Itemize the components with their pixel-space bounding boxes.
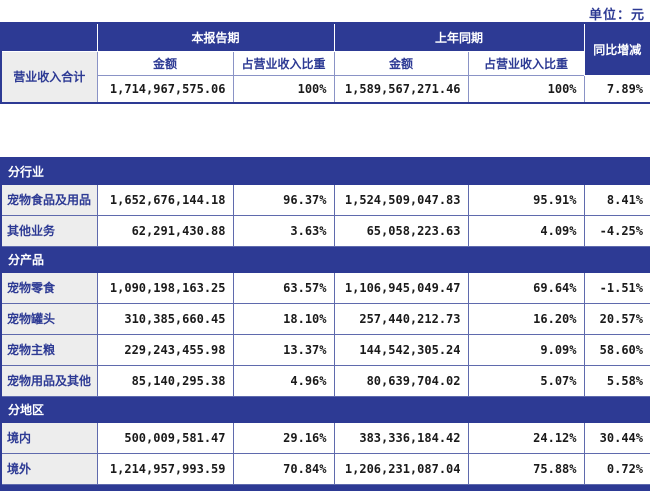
row-label: 境外 (0, 452, 98, 485)
share-current: 63.57% (232, 271, 335, 304)
share-prior: 9.09% (467, 333, 585, 366)
row-label: 宠物用品及其他 (0, 364, 98, 397)
yoy-value: 58.60% (583, 333, 650, 366)
total-revenue-label: 营业收入合计 (0, 50, 98, 104)
table-row: 宠物用品及其他 85,140,295.38 4.96% 80,639,704.0… (0, 364, 650, 397)
amount-current: 310,385,660.45 (96, 302, 234, 335)
amount-prior: 383,336,184.42 (333, 421, 469, 454)
table-row: 宠物零食 1,090,198,163.25 63.57% 1,106,945,0… (0, 271, 650, 304)
amount-current: 229,243,455.98 (96, 333, 234, 366)
section-title: 分地区 (0, 395, 650, 423)
table-row: 宠物食品及用品 1,652,676,144.18 96.37% 1,524,50… (0, 183, 650, 216)
total-share-current: 100% (232, 74, 335, 104)
section-band (0, 483, 650, 491)
share-current: 3.63% (232, 214, 335, 247)
amount-prior: 1,106,945,049.47 (333, 271, 469, 304)
share-current: 13.37% (232, 333, 335, 366)
amount-prior: 257,440,212.73 (333, 302, 469, 335)
amount-prior: 1,524,509,047.83 (333, 183, 469, 216)
table-header-row: 本报告期 上年同期 同比增减 (0, 22, 650, 76)
yoy-value: 8.41% (583, 183, 650, 216)
amount-current: 62,291,430.88 (96, 214, 234, 247)
amount-prior: 80,639,704.02 (333, 364, 469, 397)
amount-current: 85,140,295.38 (96, 364, 234, 397)
row-label: 宠物零食 (0, 271, 98, 304)
share-current: 29.16% (232, 421, 335, 454)
yoy-value: 20.57% (583, 302, 650, 335)
section-title: 分产品 (0, 245, 650, 273)
clipped-bottom-section-band (0, 483, 650, 491)
total-yoy-value: 7.89% (583, 74, 650, 104)
section-header-by-product: 分产品 (0, 245, 650, 273)
yoy-value: 30.44% (583, 421, 650, 454)
header-share-current: 占营业收入比重 (232, 50, 335, 76)
share-current: 70.84% (232, 452, 335, 485)
yoy-value: 0.72% (583, 452, 650, 485)
share-current: 4.96% (232, 364, 335, 397)
yoy-value: 5.58% (583, 364, 650, 397)
row-label: 宠物罐头 (0, 302, 98, 335)
header-yoy-change: 同比增减 (583, 22, 650, 76)
total-amount-prior: 1,589,567,271.46 (333, 74, 469, 104)
row-label: 境内 (0, 421, 98, 454)
amount-prior: 1,206,231,087.04 (333, 452, 469, 485)
header-current-period: 本报告期 (96, 22, 335, 52)
share-prior: 4.09% (467, 214, 585, 247)
total-share-prior: 100% (467, 74, 585, 104)
share-prior: 16.20% (467, 302, 585, 335)
unit-row: 单位：元 (0, 0, 650, 23)
amount-current: 1,090,198,163.25 (96, 271, 234, 304)
share-prior: 5.07% (467, 364, 585, 397)
table-row: 境外 1,214,957,993.59 70.84% 1,206,231,087… (0, 452, 650, 485)
share-current: 18.10% (232, 302, 335, 335)
revenue-breakdown-table: 分行业 宠物食品及用品 1,652,676,144.18 96.37% 1,52… (0, 157, 650, 491)
amount-current: 500,009,581.47 (96, 421, 234, 454)
share-prior: 75.88% (467, 452, 585, 485)
header-prior-period: 上年同期 (333, 22, 585, 52)
amount-prior: 144,542,305.24 (333, 333, 469, 366)
header-share-prior: 占营业收入比重 (467, 50, 585, 76)
total-revenue-row: 1,714,967,575.06 100% 1,589,567,271.46 1… (1, 74, 650, 104)
header-amount-prior: 金额 (333, 50, 469, 76)
table-row: 宠物主粮 229,243,455.98 13.37% 144,542,305.2… (0, 333, 650, 366)
section-header-by-industry: 分行业 (0, 157, 650, 185)
row-label: 宠物主粮 (0, 333, 98, 366)
share-prior: 69.64% (467, 271, 585, 304)
amount-current: 1,652,676,144.18 (96, 183, 234, 216)
section-title: 分行业 (0, 157, 650, 185)
total-amount-current: 1,714,967,575.06 (96, 74, 234, 104)
row-label: 宠物食品及用品 (0, 183, 98, 216)
amount-prior: 65,058,223.63 (333, 214, 469, 247)
table-row: 其他业务 62,291,430.88 3.63% 65,058,223.63 4… (0, 214, 650, 247)
yoy-value: -1.51% (583, 271, 650, 304)
revenue-summary-table: 本报告期 上年同期 同比增减 营业收入合计 金额 占营业收入比重 金额 占营业收… (0, 22, 650, 104)
unit-label: 单位：元 (588, 8, 645, 23)
section-header-by-region: 分地区 (0, 395, 650, 423)
yoy-value: -4.25% (583, 214, 650, 247)
header-amount-current: 金额 (96, 50, 234, 76)
table-subheader-row: 营业收入合计 金额 占营业收入比重 金额 占营业收入比重 (0, 50, 650, 104)
header-blank-cell (0, 22, 98, 52)
share-prior: 24.12% (467, 421, 585, 454)
row-label: 其他业务 (0, 214, 98, 247)
share-current: 96.37% (232, 183, 335, 216)
amount-current: 1,214,957,993.59 (96, 452, 234, 485)
table-row: 境内 500,009,581.47 29.16% 383,336,184.42 … (0, 421, 650, 454)
table-row: 宠物罐头 310,385,660.45 18.10% 257,440,212.7… (0, 302, 650, 335)
share-prior: 95.91% (467, 183, 585, 216)
